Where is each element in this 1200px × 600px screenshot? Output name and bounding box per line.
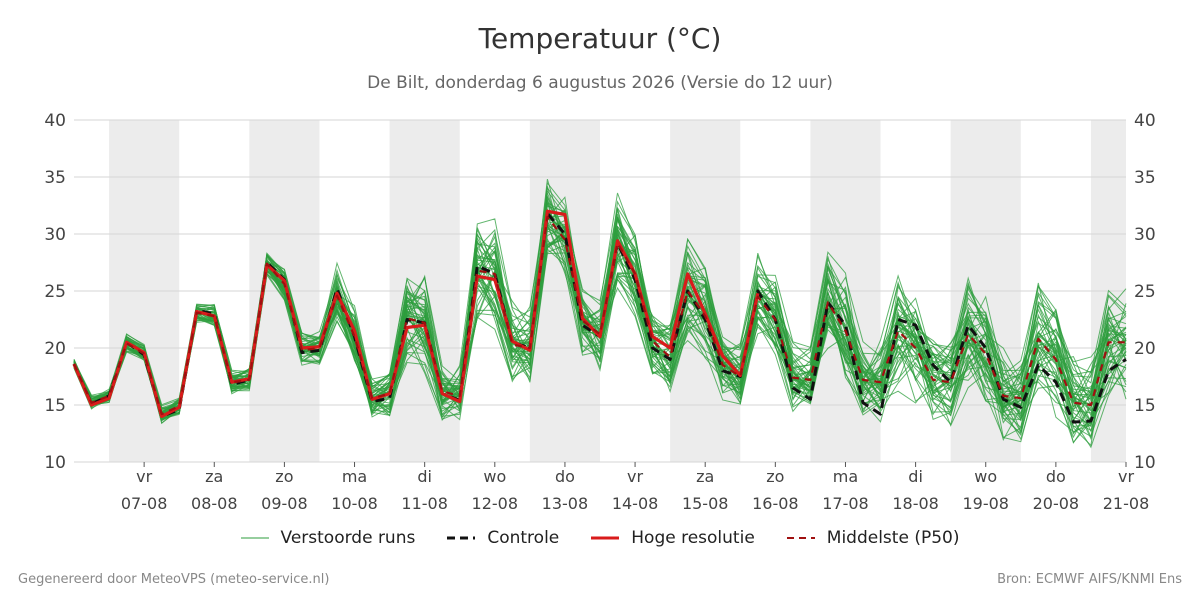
y-tick-label-left: 30 (44, 225, 66, 245)
x-tick-label-date: 18-08 (892, 494, 939, 513)
x-tick-label-date: 09-08 (261, 494, 308, 513)
x-tick-label-dow: za (205, 467, 223, 486)
y-tick-label-right: 10 (1134, 453, 1156, 473)
legend-swatch-ensemble (240, 537, 269, 539)
x-tick-label-dow: vr (627, 467, 643, 486)
legend-item-hires: Hoge resolutie (591, 528, 755, 548)
x-tick-label-dow: zo (275, 467, 293, 486)
x-tick-label-dow: wo (974, 467, 997, 486)
y-tick-label-right: 30 (1134, 225, 1156, 245)
chart-legend: Verstoorde runs Controle Hoge resolutie … (0, 528, 1200, 548)
series-line-middelste-p50 (72, 215, 1126, 416)
x-tick-label-dow: ma (342, 467, 367, 486)
x-tick-label-dow: zo (766, 467, 784, 486)
gridlines (74, 119, 1126, 463)
y-tick-label-right: 20 (1134, 339, 1156, 359)
x-tick-label-dow: di (908, 467, 923, 486)
chart-title: Temperatuur (°C) (478, 22, 722, 55)
x-tick-label-dow: ma (833, 467, 858, 486)
legend-item-median: Middelste (P50) (786, 528, 960, 548)
x-tick-label-date: 11-08 (401, 494, 448, 513)
x-tick-label-date: 12-08 (472, 494, 519, 513)
x-tick-label-date: 10-08 (331, 494, 378, 513)
x-tick-label-date: 13-08 (542, 494, 589, 513)
y-tick-label-right: 35 (1134, 168, 1156, 188)
x-tick-label-dow: do (1046, 467, 1066, 486)
legend-label-control: Controle (487, 528, 560, 548)
legend-swatch-median (786, 537, 815, 539)
legend-item-ensemble: Verstoorde runs (240, 528, 416, 548)
y-tick-label-left: 40 (44, 111, 66, 131)
x-tick-label-date: 16-08 (752, 494, 799, 513)
footer-credit: Gegenereerd door MeteoVPS (meteo-service… (18, 572, 330, 587)
y-tick-label-left: 15 (44, 396, 66, 416)
legend-swatch-control (447, 536, 476, 540)
legend-swatch-hires (591, 536, 620, 540)
x-tick-label-date: 20-08 (1033, 494, 1080, 513)
y-tick-label-left: 10 (44, 453, 66, 473)
axis-labels: 10 10 15 15 20 20 25 25 30 30 35 35 40 40 vr 07-08 za 08-… (44, 111, 1155, 513)
x-tick-label-date: 21-08 (1103, 494, 1150, 513)
legend-label-hires: Hoge resolutie (631, 528, 755, 548)
x-tick-label-dow: vr (1118, 467, 1134, 486)
footer-source: Bron: ECMWF AIFS/KNMI Ens (997, 572, 1182, 587)
legend-label-ensemble: Verstoorde runs (280, 528, 416, 548)
x-tick-label-dow: vr (136, 467, 152, 486)
x-tick-label-date: 15-08 (682, 494, 729, 513)
x-tick-label-date: 08-08 (191, 494, 238, 513)
y-tick-label-left: 35 (44, 168, 66, 188)
y-tick-label-right: 40 (1134, 111, 1156, 131)
chart-subtitle: De Bilt, donderdag 6 augustus 2026 (Vers… (367, 73, 833, 93)
x-tick-label-date: 07-08 (121, 494, 168, 513)
y-tick-label-right: 15 (1134, 396, 1156, 416)
x-tick-label-dow: do (555, 467, 575, 486)
x-tick-label-dow: wo (483, 467, 506, 486)
y-tick-label-left: 25 (44, 282, 66, 302)
y-tick-label-left: 20 (44, 339, 66, 359)
x-tick-label-date: 14-08 (612, 494, 659, 513)
x-tick-label-dow: za (696, 467, 714, 486)
legend-item-control: Controle (447, 528, 559, 548)
x-tick-label-date: 19-08 (962, 494, 1009, 513)
x-tick-label-date: 17-08 (822, 494, 869, 513)
y-tick-label-right: 25 (1134, 282, 1156, 302)
main-series-lines (72, 209, 1127, 424)
x-tick-label-dow: di (417, 467, 432, 486)
legend-label-median: Middelste (P50) (826, 528, 960, 548)
